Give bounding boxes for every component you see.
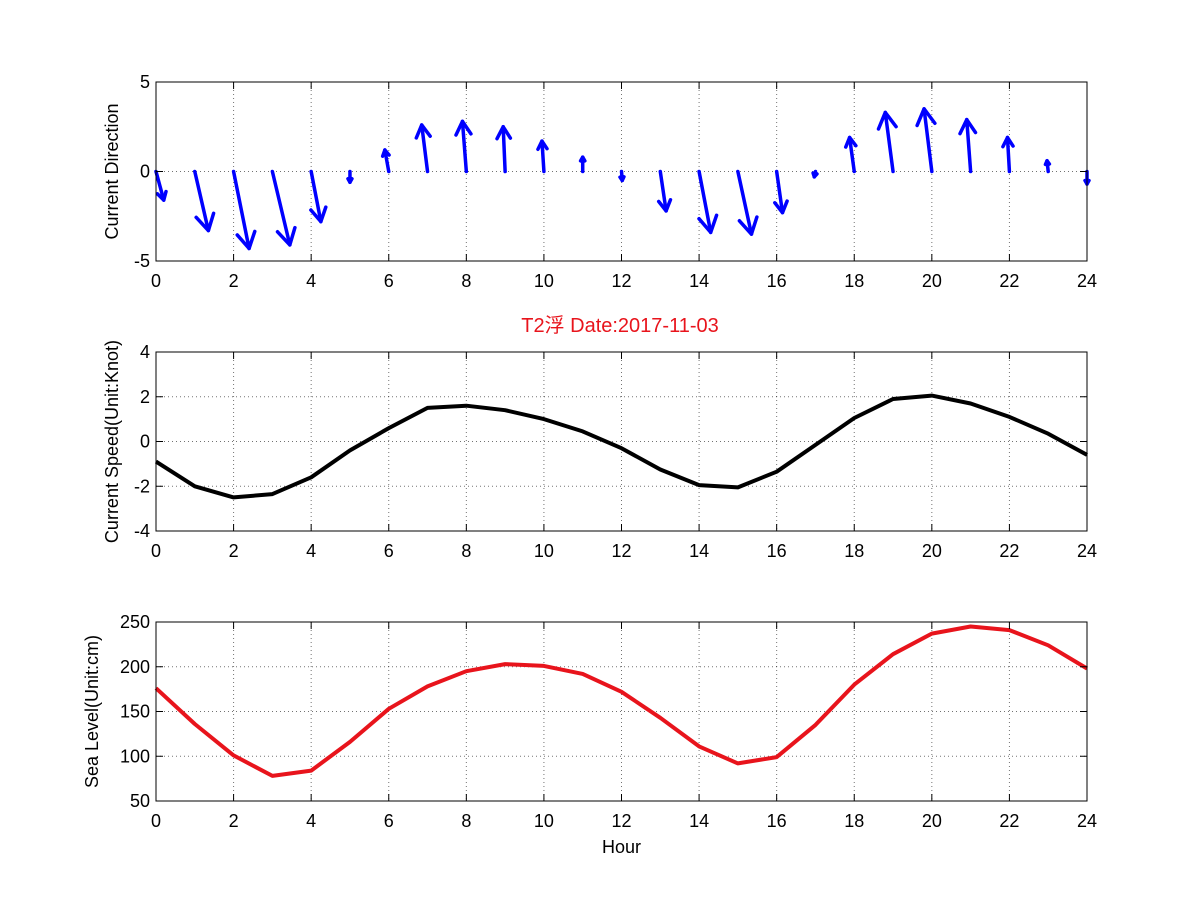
x-tick-label: 16 (767, 271, 787, 291)
y-tick-label: 150 (120, 702, 150, 722)
x-tick-label: 6 (384, 811, 394, 831)
x-tick-label: 4 (306, 811, 316, 831)
x-tick-label: 2 (229, 271, 239, 291)
current-direction-arrow (618, 169, 626, 183)
y-tick-label: 250 (120, 612, 150, 632)
current-direction-arrow (697, 169, 719, 235)
x-tick-label: 22 (999, 271, 1019, 291)
x-tick-label: 16 (767, 541, 787, 561)
x-tick-label: 6 (384, 271, 394, 291)
current-direction-arrow (193, 169, 216, 233)
current-direction-panel: 0 2 4 6 8 10 12 14 16 18 20 22 24-505 Current Direct… (102, 72, 1097, 291)
current-direction-arrow (154, 169, 168, 202)
x-tick-label: 4 (306, 541, 316, 561)
x-tick-label: 18 (844, 541, 864, 561)
x-tick-label: 10 (534, 811, 554, 831)
current-direction-axes-frame (155, 81, 1088, 262)
sea-level-axes-frame (155, 621, 1088, 802)
current-direction-arrow (309, 169, 328, 224)
current-direction-arrow (1043, 159, 1052, 174)
x-tick-label: 14 (689, 541, 709, 561)
current-direction-arrow (736, 169, 759, 236)
x-tick-label: 14 (689, 271, 709, 291)
current-direction-arrow (380, 148, 391, 174)
current-direction-arrow (773, 169, 789, 215)
current-direction-arrow (414, 123, 432, 174)
current-speed-y-axis-label: Current Speed(Unit:Knot) (102, 340, 122, 543)
x-tick-label: 22 (999, 541, 1019, 561)
x-tick-label: 12 (611, 271, 631, 291)
x-tick-label: 10 (534, 271, 554, 291)
y-tick-label: 100 (120, 746, 150, 766)
y-tick-label: 0 (140, 432, 150, 452)
x-tick-label: 20 (922, 271, 942, 291)
x-tick-label: 22 (999, 811, 1019, 831)
x-tick-label: 2 (229, 541, 239, 561)
y-tick-label: 4 (140, 342, 150, 362)
current-direction-arrow (231, 169, 257, 251)
x-tick-label: 0 (151, 541, 161, 561)
x-tick-label: 20 (922, 541, 942, 561)
current-speed-axes-frame (155, 351, 1088, 532)
x-tick-label: 14 (689, 811, 709, 831)
current-direction-arrow (958, 117, 978, 174)
current-direction-y-axis-label: Current Direction (102, 103, 122, 239)
x-tick-label: 24 (1077, 541, 1097, 561)
y-tick-label: -5 (134, 251, 150, 271)
current-direction-arrow (536, 139, 549, 174)
y-tick-label: 5 (140, 72, 150, 92)
current-direction-arrow (811, 169, 819, 179)
figure-title: T2浮 Date:2017-11-03 (521, 314, 719, 337)
x-tick-label: 6 (384, 541, 394, 561)
y-tick-label: 2 (140, 387, 150, 407)
y-tick-label: -2 (134, 476, 150, 496)
x-tick-label: 10 (534, 541, 554, 561)
x-tick-label: 8 (461, 541, 471, 561)
y-tick-label: 50 (130, 791, 150, 811)
x-tick-label: 8 (461, 811, 471, 831)
x-tick-label: 0 (151, 811, 161, 831)
current-direction-arrow (1001, 135, 1015, 174)
current-direction-arrow (454, 119, 473, 174)
current-direction-arrow (876, 110, 898, 174)
x-tick-label: 4 (306, 271, 316, 291)
x-tick-label: 16 (767, 811, 787, 831)
current-direction-arrow (270, 169, 297, 247)
current-direction-arrow (843, 135, 858, 174)
y-tick-label: 0 (140, 162, 150, 182)
current-direction-arrow (656, 169, 673, 213)
x-tick-label: 0 (151, 271, 161, 291)
x-tick-label: 18 (844, 811, 864, 831)
current-direction-arrow (915, 107, 937, 174)
x-tick-label: 8 (461, 271, 471, 291)
x-tick-label: 2 (229, 811, 239, 831)
x-tick-label: 12 (611, 541, 631, 561)
sea-level-x-axis-label: Hour (602, 837, 641, 857)
x-tick-label: 12 (611, 811, 631, 831)
x-tick-label: 18 (844, 271, 864, 291)
y-tick-label: -4 (134, 521, 150, 541)
current-direction-arrow (346, 169, 354, 184)
x-tick-label: 24 (1077, 271, 1097, 291)
x-tick-label: 24 (1077, 811, 1097, 831)
sea-level-y-axis-label: Sea Level(Unit:cm) (82, 635, 102, 788)
current-direction-arrow (495, 125, 513, 174)
x-tick-label: 20 (922, 811, 942, 831)
current-direction-arrow (578, 155, 587, 174)
y-tick-label: 200 (120, 657, 150, 677)
